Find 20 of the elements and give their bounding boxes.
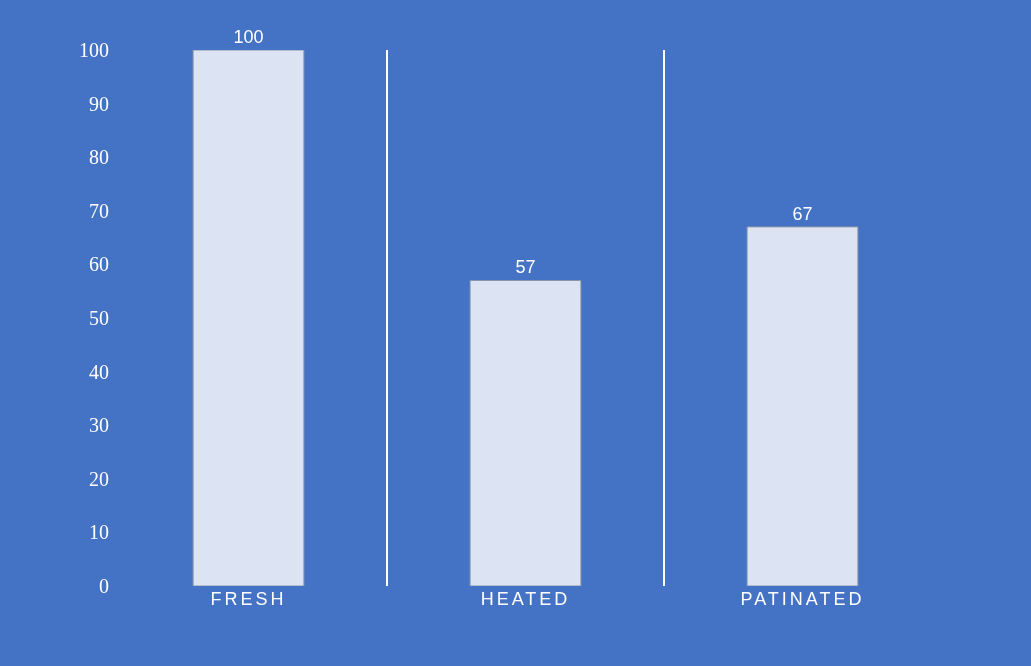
y-tick-label: 80: [89, 146, 109, 169]
x-tick-label: FRESH: [210, 589, 287, 609]
y-tick-label: 10: [89, 521, 109, 544]
data-label: 100: [233, 27, 264, 47]
y-tick-label: 70: [89, 199, 109, 222]
y-tick-label: 50: [89, 307, 109, 329]
y-tick-label: 60: [89, 253, 109, 276]
y-tick-label: 20: [89, 467, 109, 490]
bar: [746, 226, 859, 586]
data-label: 57: [515, 257, 536, 278]
y-tick-label: 0: [99, 575, 109, 597]
bar: [192, 50, 305, 586]
data-label: 67: [792, 203, 813, 224]
bar: [469, 279, 582, 586]
y-tick-label: 90: [89, 92, 109, 115]
x-tick-label: HEATED: [480, 589, 571, 609]
x-tick-label: PATINATED: [740, 589, 865, 609]
y-tick-label: 100: [79, 39, 109, 61]
y-tick-label: 40: [89, 360, 109, 383]
y-tick-label: 30: [89, 414, 109, 437]
